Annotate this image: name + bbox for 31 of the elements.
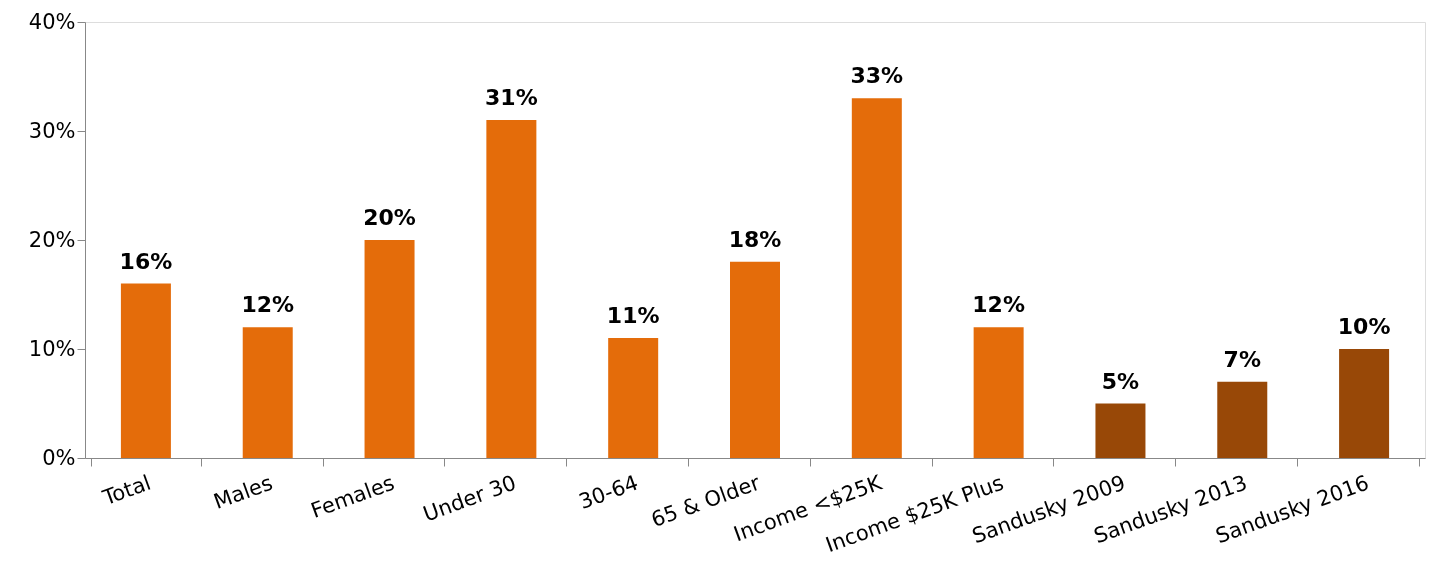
bar	[1095, 403, 1146, 458]
bar	[1217, 381, 1268, 458]
data-label: 33%	[850, 63, 904, 89]
data-label: 5%	[1101, 368, 1140, 394]
data-label: 12%	[972, 292, 1025, 318]
data-label: 20%	[363, 205, 416, 230]
y-tick-label: 20%	[28, 227, 76, 252]
bar	[851, 98, 902, 458]
data-label: 10%	[1337, 314, 1391, 339]
bar	[608, 338, 659, 458]
data-label: 16%	[119, 248, 173, 274]
x-tick-label: Under 30	[420, 470, 520, 527]
bar	[730, 261, 780, 458]
bar	[242, 327, 293, 458]
bar	[1339, 349, 1390, 458]
bar	[486, 120, 537, 458]
bar	[364, 240, 415, 458]
data-label: 11%	[606, 303, 660, 329]
bar	[973, 327, 1024, 458]
y-tick-label: 10%	[28, 336, 76, 361]
y-tick-label: 40%	[28, 9, 76, 34]
x-tick-label: Total	[98, 470, 154, 511]
data-label: 7%	[1223, 346, 1261, 372]
x-tick-label: Males	[210, 470, 276, 514]
data-label: 12%	[241, 292, 295, 318]
data-label: 18%	[728, 226, 782, 252]
y-tick-label: 0%	[42, 445, 76, 470]
y-tick-label: 30%	[28, 118, 76, 143]
bar	[120, 283, 171, 458]
data-label: 31%	[485, 85, 538, 111]
x-tick-label: 30-64	[575, 470, 642, 515]
